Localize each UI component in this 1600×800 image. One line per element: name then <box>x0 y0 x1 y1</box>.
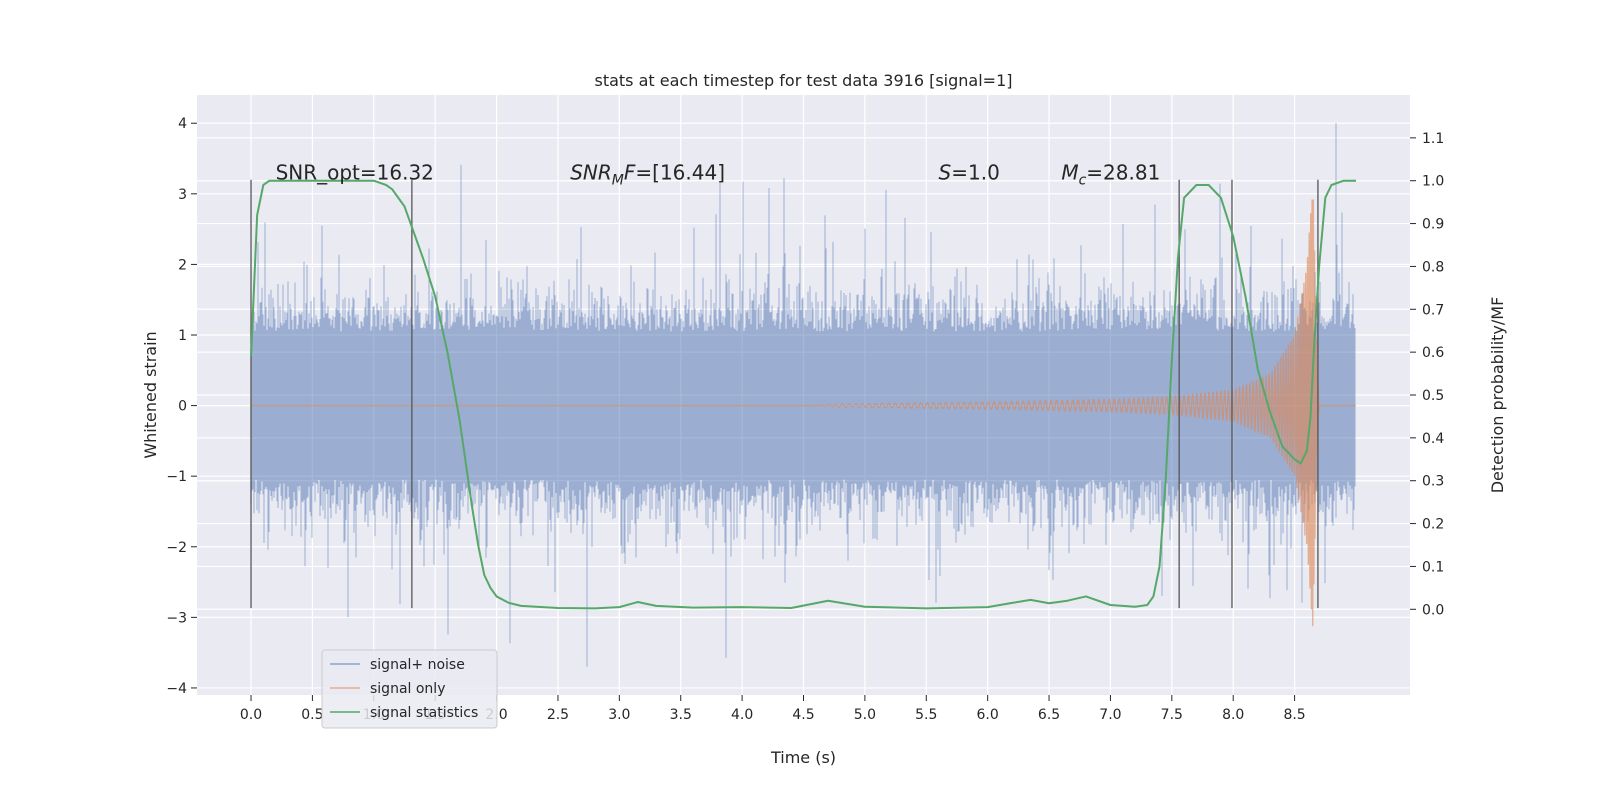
x-tick-label-9: 4.5 <box>792 707 814 723</box>
annotation-0: SNR_opt=16.32 <box>276 161 434 185</box>
series-signal-only <box>251 199 1356 627</box>
annotation-2-part-0: S <box>939 161 952 185</box>
legend-label-signal-plus-noise: signal+ noise <box>370 657 465 673</box>
y-axis-right: 0.0 0.1 0.2 0.3 0.4 0.5 0.6 0.7 0.8 0.9 1.0 1.1 <box>1410 131 1444 618</box>
y-right-tick-label-0: 0.0 <box>1422 602 1444 618</box>
x-axis: 0.00.51.01.52.02.53.03.54.04.55.05.56.06… <box>240 695 1306 723</box>
data-layer <box>250 123 1356 667</box>
y-left-tick-label-7: 3 <box>178 187 187 203</box>
y-left-tick-label-1: −3 <box>166 610 187 626</box>
annotation-3-part-0: M <box>1061 161 1078 185</box>
x-tick-label-14: 7.0 <box>1099 707 1121 723</box>
x-tick-label-17: 8.5 <box>1283 707 1305 723</box>
x-tick-label-7: 3.5 <box>670 707 692 723</box>
legend: signal+ noise signal only signal statist… <box>321 649 498 729</box>
x-tick-label-6: 3.0 <box>608 707 630 723</box>
y-right-tick-label-1: 0.1 <box>1422 559 1444 575</box>
annotation-2-part-1: =1.0 <box>951 161 1000 185</box>
x-tick-label-10: 5.0 <box>854 707 876 723</box>
y-left-tick-label-5: 1 <box>178 328 187 344</box>
x-tick-label-5: 2.5 <box>547 707 569 723</box>
annotation-3: Mc=28.81 <box>1061 161 1160 189</box>
x-tick-label-1: 0.5 <box>301 707 323 723</box>
y-right-tick-label-5: 0.5 <box>1422 388 1444 404</box>
annotation-0-part-0: SNR_opt=16.32 <box>276 161 434 185</box>
legend-label-signal-statistics: signal statistics <box>370 705 478 721</box>
y-left-tick-label-6: 2 <box>178 257 187 273</box>
x-tick-label-16: 8.0 <box>1222 707 1244 723</box>
y-left-tick-label-2: −2 <box>166 540 187 556</box>
annotation-1: SNRMF=[16.44] <box>570 161 725 189</box>
legend-box <box>321 649 498 729</box>
annotation-1-part-3: =[16.44] <box>635 161 725 185</box>
y-left-tick-label-8: 4 <box>178 116 187 132</box>
annotations: SNR_opt=16.32 SNRMF=[16.44] S=1.0 Mc=28.81 <box>276 161 1161 189</box>
annotation-1-part-2: F <box>624 161 636 185</box>
x-tick-label-0: 0.0 <box>240 707 262 723</box>
y-right-tick-label-8: 0.8 <box>1422 259 1444 275</box>
signal-statistics-line <box>250 179 1356 610</box>
chart-title: stats at each timestep for test data 391… <box>594 71 1012 90</box>
annotation-2: S=1.0 <box>939 161 1000 185</box>
x-tick-label-8: 4.0 <box>731 707 753 723</box>
annotation-1-part-0: SNR <box>570 161 612 185</box>
x-tick-label-11: 5.5 <box>915 707 937 723</box>
annotation-3-part-1: c <box>1079 173 1087 189</box>
y-axis-left: −4 −3 −2 −1 0 1 2 3 4 <box>166 116 197 697</box>
y-right-tick-label-4: 0.4 <box>1422 431 1444 447</box>
y-axis-right-title: Detection probability/MF <box>1488 297 1507 494</box>
y-left-tick-label-4: 0 <box>178 399 187 415</box>
x-tick-label-12: 6.0 <box>977 707 999 723</box>
annotation-1-part-1: M <box>612 173 624 189</box>
signal-only-trace <box>251 199 1356 627</box>
y-right-tick-label-10: 1.0 <box>1422 174 1444 190</box>
series-signal-statistics <box>250 179 1356 610</box>
y-right-tick-label-7: 0.7 <box>1422 302 1444 318</box>
y-axis-left-title: Whitened strain <box>141 331 160 458</box>
x-axis-title: Time (s) <box>770 748 836 767</box>
y-left-tick-label-3: −1 <box>166 469 187 485</box>
x-tick-label-13: 6.5 <box>1038 707 1060 723</box>
x-tick-label-15: 7.5 <box>1161 707 1183 723</box>
y-right-tick-label-11: 1.1 <box>1422 131 1444 147</box>
annotation-3-part-2: =28.81 <box>1086 161 1160 185</box>
legend-label-signal-only: signal only <box>370 681 445 697</box>
y-right-tick-label-2: 0.2 <box>1422 517 1444 533</box>
y-right-tick-label-6: 0.6 <box>1422 345 1444 361</box>
y-right-tick-label-9: 0.9 <box>1422 217 1444 233</box>
y-left-tick-label-0: −4 <box>166 681 187 697</box>
y-right-tick-label-3: 0.3 <box>1422 474 1444 490</box>
